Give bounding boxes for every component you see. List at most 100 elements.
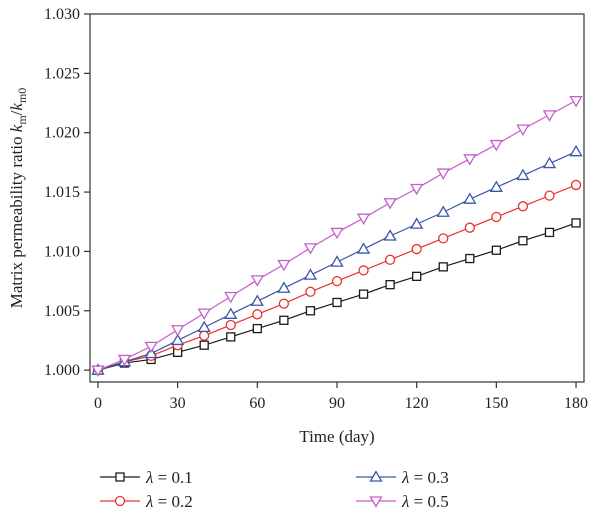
data-point [252,309,263,320]
legend-marker [115,472,125,482]
data-point [544,227,555,238]
y-tick-label: 1.030 [44,6,80,23]
data-point [438,233,449,244]
data-point [305,286,316,297]
data-point [252,323,262,334]
data-point [385,280,395,290]
x-tick-label: 30 [170,395,186,412]
legend-marker [114,495,126,507]
data-point [410,183,424,196]
legend-item: λ = 0.3 [356,468,449,487]
data-point [436,205,450,217]
y-tick-label: 1.005 [44,303,80,320]
data-point [117,354,132,367]
data-point [411,243,422,255]
y-tick-label: 1.010 [44,243,80,260]
y-axis: 1.000 1.005 1.010 1.015 1.020 1.025 1.030 [44,6,90,379]
data-point [305,306,316,316]
data-point [491,245,502,255]
data-point [489,139,503,152]
data-point [463,154,477,166]
legend: λ = 0.1 λ = 0.2 λ = 0.3 λ = 0.5 [100,468,449,511]
series-layer [91,96,583,377]
data-point [250,275,264,287]
x-tick-label: 180 [564,395,588,412]
y-tick-label: 1.000 [44,362,80,379]
series-4 [91,96,583,377]
data-point [197,308,211,320]
data-point [383,198,397,210]
y-tick-label: 1.025 [44,65,80,82]
data-point [331,275,343,287]
data-point [199,330,210,341]
legend-marker [369,470,383,482]
data-point [569,144,583,157]
x-tick-label: 90 [329,395,345,412]
legend-label: λ = 0.5 [401,492,449,511]
data-point [199,340,209,350]
data-point [226,332,236,342]
data-point [570,179,582,191]
y-tick-label: 1.015 [44,184,80,201]
data-point [303,268,318,280]
legend-item: λ = 0.2 [100,492,193,511]
data-point [332,297,342,308]
data-point [356,213,371,225]
data-point [542,110,557,122]
data-point [171,333,185,346]
data-point [569,96,583,108]
series-1 [93,218,581,375]
data-point [412,271,422,281]
y-tick-label: 1.020 [44,125,80,142]
data-point [491,211,502,223]
y-axis-title: Matrix permeability ratio km/km0 [7,88,29,309]
x-tick-label: 60 [249,395,265,412]
legend-label: λ = 0.2 [145,492,193,511]
data-point [91,365,105,377]
legend-marker [369,496,383,508]
data-point [144,341,158,354]
data-point [410,217,424,229]
data-point [303,243,318,255]
data-point [278,298,290,309]
data-point [463,192,477,204]
data-point [438,262,448,272]
data-point [544,190,555,201]
data-point [330,255,344,267]
x-axis: 0 30 60 90 120 150 180 [94,382,588,412]
data-point [436,168,450,180]
data-point [330,227,344,240]
data-point [542,156,557,169]
data-point [518,236,528,246]
data-point [197,320,211,333]
data-point [358,289,369,299]
data-point [225,319,236,331]
data-point [384,254,396,265]
data-point [277,259,291,272]
x-tick-label: 120 [405,395,429,412]
data-point [277,281,291,293]
data-point [279,315,289,325]
data-point [358,265,369,276]
x-axis-title: Time (day) [299,427,374,446]
data-point [224,291,238,304]
data-point [356,242,371,254]
legend-label: λ = 0.3 [401,468,449,487]
plot-frame [89,13,585,383]
data-point [489,180,503,192]
data-point [171,325,185,337]
data-point [224,307,238,319]
data-point [516,124,530,136]
legend-item: λ = 0.5 [356,492,449,511]
data-point [517,201,529,212]
legend-item: λ = 0.1 [100,468,193,487]
data-point [383,229,397,241]
legend-label: λ = 0.1 [145,468,193,487]
series-3 [91,144,583,375]
x-tick-label: 0 [94,395,102,412]
x-tick-label: 150 [484,395,508,412]
data-point [465,253,475,264]
data-point [516,168,530,181]
data-point [464,222,475,233]
data-point [571,218,581,228]
